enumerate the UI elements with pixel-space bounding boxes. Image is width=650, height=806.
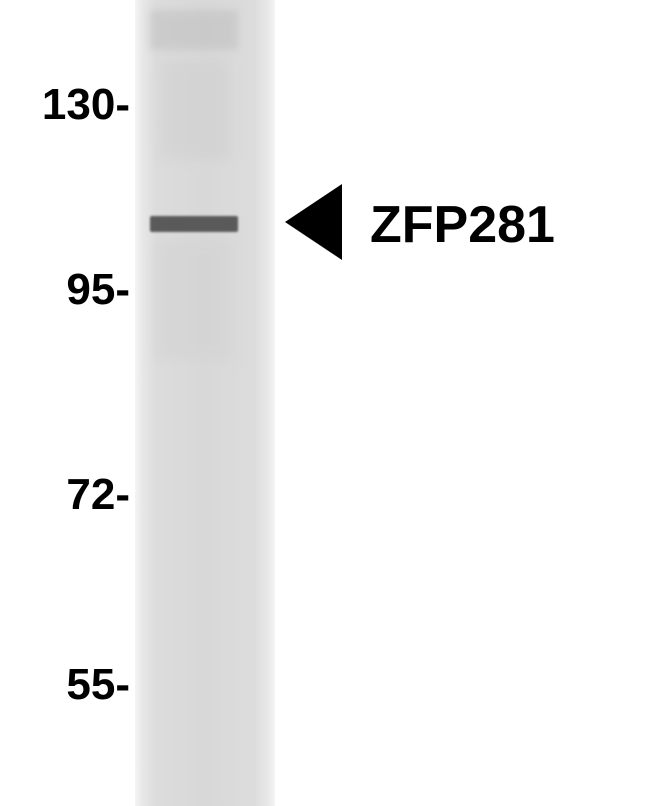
lane-smudge: [155, 240, 233, 360]
blot-figure: 130- 95- 72- 55- ZFP281: [0, 0, 650, 806]
mw-marker-label: 55-: [38, 660, 130, 710]
mw-marker-label: 72-: [38, 470, 130, 520]
protein-label: ZFP281: [370, 195, 555, 255]
lane-smudge: [160, 60, 230, 160]
primary-band: [150, 216, 238, 232]
faint-band: [150, 10, 238, 50]
mw-marker-label: 130-: [0, 80, 130, 130]
mw-marker-label: 95-: [38, 265, 130, 315]
band-arrow: [285, 184, 342, 260]
